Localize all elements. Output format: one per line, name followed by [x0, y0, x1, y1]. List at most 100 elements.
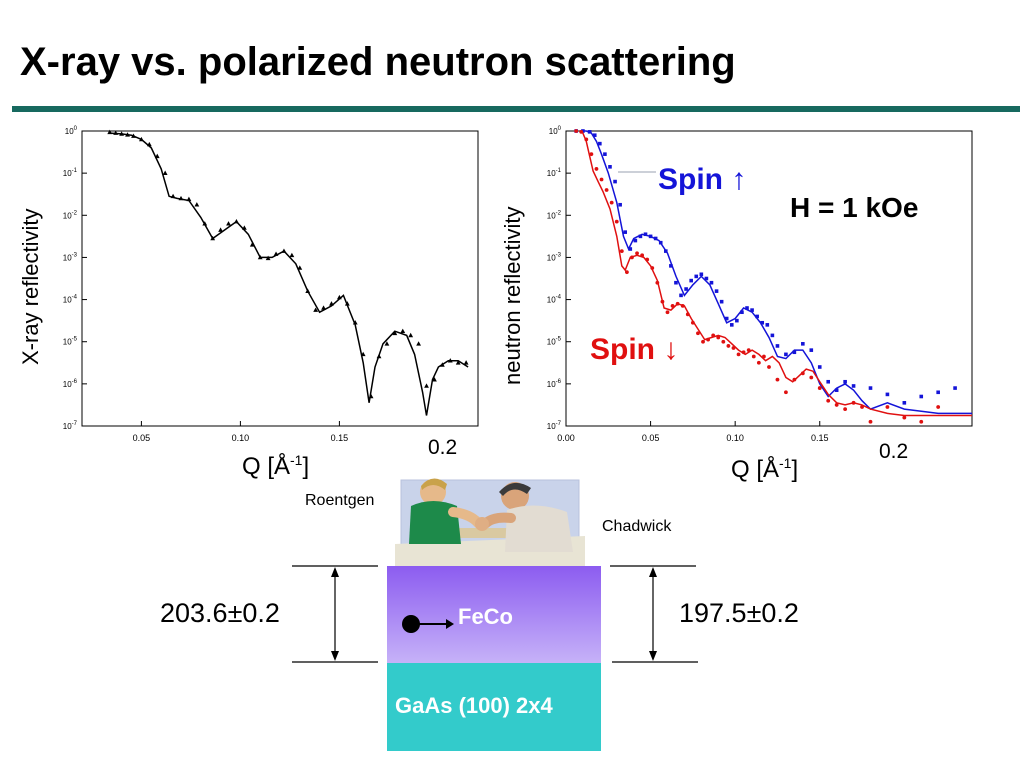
- neutron-series-1-point: [817, 365, 822, 369]
- neutron-series-3-point: [609, 200, 614, 205]
- neutron-x-tick-label: 0.15: [811, 433, 829, 443]
- neutron-series-3-point: [784, 390, 788, 395]
- xray-y-tick-label: 10-2: [63, 210, 78, 220]
- neutron-series-1-point: [729, 323, 734, 327]
- xray-x-tick-label: 0.15: [331, 433, 349, 443]
- neutron-y-tick-label: 10-4: [547, 295, 562, 305]
- neutron-series-3-point: [650, 266, 655, 270]
- neutron-series-1-point: [658, 240, 663, 245]
- neutron-series-1-point: [704, 276, 709, 281]
- slide-title: X-ray vs. polarized neutron scattering: [20, 40, 736, 84]
- xray-series-1-point: [400, 328, 406, 333]
- xray-series-1-point: [194, 202, 200, 207]
- neutron-series-3-point: [751, 354, 756, 359]
- neutron-series-1-point: [669, 264, 673, 268]
- neutron-series-3-point: [868, 419, 873, 424]
- xray-series-1-point: [249, 242, 255, 247]
- neutron-series-1-point: [775, 344, 780, 348]
- neutron-series-3-point: [670, 303, 675, 308]
- neutron-y-tick-label: 10-2: [547, 210, 562, 220]
- xray-thickness-value: 203.6±0.2: [160, 598, 280, 628]
- neutron-series-3-point: [630, 255, 634, 260]
- neutron-series-1-point: [755, 314, 759, 319]
- neutron-series-3-point: [741, 350, 746, 355]
- xray-series-1-point: [113, 130, 119, 135]
- xray-series-1-point: [424, 383, 429, 388]
- xray-series-1-point: [432, 377, 437, 382]
- xray-series-1-point: [439, 362, 445, 367]
- neutron-series-3-point: [860, 405, 864, 409]
- xray-x-tick-label: 0.05: [133, 433, 151, 443]
- xray-x-axis-label: Q [Å-1]: [242, 452, 310, 480]
- xray-series-1-point: [154, 153, 160, 159]
- xray-series-1-point: [329, 301, 334, 306]
- neutron-series-1-point: [745, 306, 749, 310]
- xray-series-1-point: [119, 131, 124, 136]
- xray-series-1-point: [297, 265, 303, 270]
- xray-series-1-point: [178, 195, 184, 201]
- neutron-series-1-point: [684, 287, 688, 291]
- neutron-series-3-point: [680, 303, 685, 308]
- neutron-series-1-point: [653, 236, 658, 241]
- xray-series-1-point: [463, 360, 469, 365]
- xray-series-1-point: [226, 221, 231, 226]
- neutron-series-3-point: [701, 339, 705, 344]
- xray-y-tick-label: 10-7: [63, 421, 78, 431]
- neutron-series-1-point: [709, 280, 714, 285]
- feco-layer: [387, 566, 601, 663]
- xray-series-1-point: [210, 235, 216, 241]
- neutron-series-3-point: [706, 337, 710, 342]
- xray-series-1-point: [125, 132, 130, 137]
- neutron-series-1-point: [592, 133, 597, 138]
- xray-x-extra-tick: 0.2: [428, 436, 458, 459]
- neutron-series-3-point: [594, 167, 599, 171]
- neutron-series-3-point: [711, 333, 716, 338]
- xray-series-1-point: [305, 288, 311, 293]
- neutron-series-1-point: [603, 152, 607, 156]
- neutron-series-0-fit-line: [579, 130, 972, 415]
- neutron-series-1-point: [674, 280, 678, 285]
- neutron-series-3-point: [665, 310, 670, 315]
- feco-label: FeCo: [458, 604, 513, 629]
- field-strength-label: H = 1 kOe: [790, 192, 919, 223]
- xray-y-tick-label: 10-1: [63, 168, 78, 178]
- neutron-series-3-point: [919, 419, 924, 424]
- neutron-x-axis-label: Q [Å-1]: [731, 455, 799, 483]
- neutron-series-3-point: [746, 348, 751, 353]
- neutron-thickness-value: 197.5±0.2: [679, 598, 799, 628]
- neutron-series-1-point: [826, 379, 831, 384]
- gaas-label: GaAs (100) 2x4: [395, 693, 553, 718]
- xray-series-1-point: [162, 170, 168, 175]
- neutron-series-1-point: [587, 130, 592, 134]
- xray-series-1-point: [321, 305, 326, 310]
- xray-series-1-point: [107, 129, 113, 135]
- neutron-series-3-point: [655, 280, 660, 285]
- xray-y-tick-label: 10-3: [63, 252, 78, 262]
- neutron-series-1-point: [689, 278, 693, 283]
- xray-series-1-point: [337, 294, 342, 300]
- neutron-series-1-point: [885, 392, 890, 397]
- neutron-series-1-point: [735, 318, 739, 323]
- neutron-series-3-point: [635, 251, 639, 256]
- xray-series-1-point: [289, 252, 295, 258]
- xray-y-tick-label: 10-5: [63, 337, 78, 347]
- neutron-series-3-point: [625, 270, 629, 275]
- neutron-series-3-point: [885, 405, 890, 409]
- xray-series-1-point: [146, 141, 152, 147]
- neutron-series-1-point: [623, 230, 628, 234]
- neutron-series-1-point: [919, 394, 924, 399]
- neutron-series-3-point: [640, 253, 645, 258]
- xray-x-tick-label: 0.10: [232, 433, 250, 443]
- xray-series-1-point: [186, 196, 192, 202]
- neutron-series-3-point: [767, 365, 771, 369]
- neutron-series-1-point: [714, 289, 719, 293]
- neutron-series-1-point: [801, 342, 805, 346]
- neutron-series-3-point: [685, 312, 690, 317]
- neutron-series-3-point: [800, 371, 805, 376]
- xray-series-1-point: [234, 219, 239, 224]
- neutron-series-1-point: [936, 390, 940, 395]
- xray-series-1-point: [408, 332, 414, 338]
- neutron-series-3-point: [579, 129, 584, 134]
- spin-down-label: Spin ↓: [590, 333, 679, 366]
